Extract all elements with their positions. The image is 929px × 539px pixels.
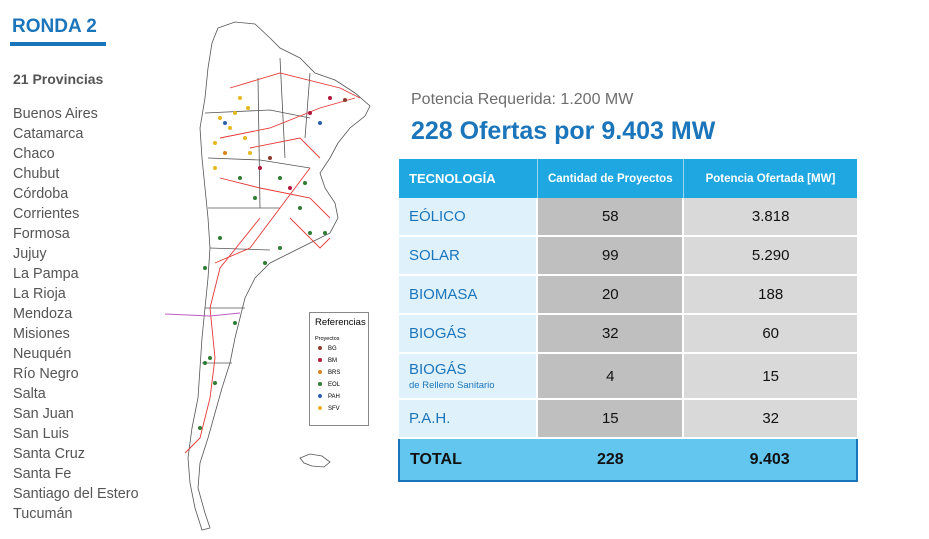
legend-swatch: [318, 382, 322, 387]
province-item: Santiago del Estero: [13, 486, 139, 502]
legend-label: EOL: [328, 382, 341, 388]
technology-label: BIOMASA: [399, 275, 538, 315]
required-power: Potencia Requerida: 1.200 MW: [411, 91, 634, 108]
legend-label: SFV: [328, 406, 340, 412]
legend-item: SFV: [318, 406, 340, 412]
province-item: Santa Fe: [13, 466, 72, 482]
legend-item: BRS: [318, 370, 340, 376]
legend-label: BG: [328, 346, 337, 352]
province-item: Chaco: [13, 146, 55, 162]
province-item: Santa Cruz: [13, 446, 85, 462]
column-header: Potencia Ofertada [MW]: [683, 159, 857, 198]
offers-headline: 228 Ofertas por 9.403 MW: [411, 117, 716, 145]
legend-label: BRS: [328, 370, 341, 376]
power-cell: 15: [682, 353, 857, 400]
province-item: Misiones: [13, 326, 70, 342]
argentina-map: [164, 21, 371, 531]
page-title: RONDA 2: [12, 16, 97, 37]
title-underline: [10, 42, 106, 46]
province-item: Formosa: [13, 226, 70, 242]
column-header: TECNOLOGÍA: [399, 159, 538, 198]
table-row: BIOGÁS 32 60: [399, 314, 857, 354]
province-item: San Luis: [13, 426, 70, 442]
table-header-row: TECNOLOGÍA Cantidad de Proyectos Potenci…: [399, 159, 857, 198]
province-item: Chubut: [13, 166, 60, 182]
technology-label: P.A.H.: [399, 399, 538, 439]
power-cell: 5.290: [682, 236, 857, 276]
legend-swatch: [318, 406, 322, 411]
total-row: TOTAL 228 9.403: [397, 437, 858, 482]
total-projects: 228: [537, 437, 684, 482]
total-label: TOTAL: [397, 437, 538, 482]
province-item: San Juan: [13, 406, 74, 422]
table-row: EÓLICO 58 3.818: [399, 198, 857, 237]
province-item: Buenos Aires: [13, 106, 98, 122]
province-item: Corrientes: [13, 206, 80, 222]
technology-label: BIOGÁS: [399, 314, 538, 354]
legend-item: BG: [318, 346, 337, 352]
legend-swatch: [318, 358, 322, 363]
legend-swatch: [318, 394, 322, 399]
technology-sublabel: de Relleno Sanitario: [409, 380, 495, 391]
power-cell: 60: [682, 314, 857, 354]
projects-cell: 58: [536, 198, 684, 237]
province-item: La Pampa: [13, 266, 79, 282]
province-item: Córdoba: [13, 186, 69, 202]
power-cell: 3.818: [682, 198, 857, 237]
table-row: BIOMASA 20 188: [399, 275, 857, 315]
legend-item: BM: [318, 358, 337, 364]
legend-item: EOL: [318, 382, 340, 388]
project-dots: [198, 96, 347, 430]
table-row: BIOGÁS de Relleno Sanitario 4 15: [399, 353, 857, 400]
legend-item: PAH: [318, 394, 340, 400]
legend-label: PAH: [328, 394, 340, 400]
islands-shape: [299, 453, 331, 468]
total-power: 9.403: [683, 437, 858, 482]
province-item: Mendoza: [13, 306, 73, 322]
province-item: Catamarca: [13, 126, 84, 142]
technology-label: BIOGÁS: [409, 361, 467, 378]
technology-table: TECNOLOGÍA Cantidad de Proyectos Potenci…: [397, 159, 858, 482]
technology-label: EÓLICO: [399, 198, 538, 237]
province-item: La Rioja: [13, 286, 66, 302]
provinces-count: 21 Provincias: [13, 71, 104, 87]
province-item: Neuquén: [13, 346, 72, 362]
map-legend: Referencias Proyectos BG BM BRS EOL PAH …: [309, 312, 369, 426]
legend-title: Referencias: [315, 317, 366, 328]
province-item: Río Negro: [13, 366, 79, 382]
table-row: SOLAR 99 5.290: [399, 236, 857, 276]
province-item: Jujuy: [13, 246, 47, 262]
projects-cell: 32: [536, 314, 684, 354]
column-header: Cantidad de Proyectos: [537, 159, 684, 198]
power-cell: 188: [682, 275, 857, 315]
legend-subtitle: Proyectos: [315, 336, 340, 342]
table-row: P.A.H. 15 32: [399, 399, 857, 439]
technology-label-cell: BIOGÁS de Relleno Sanitario: [399, 353, 538, 400]
legend-label: BM: [328, 358, 337, 364]
legend-swatch: [318, 346, 322, 351]
province-item: Salta: [13, 386, 46, 402]
projects-cell: 20: [536, 275, 684, 315]
projects-cell: 4: [536, 353, 684, 400]
technology-label: SOLAR: [399, 236, 538, 276]
legend-swatch: [318, 370, 322, 375]
projects-cell: 15: [536, 399, 684, 439]
province-item: Tucumán: [13, 506, 73, 522]
projects-cell: 99: [536, 236, 684, 276]
power-cell: 32: [682, 399, 857, 439]
provinces-list: Buenos Aires Catamarca Chaco Chubut Córd…: [13, 104, 139, 524]
